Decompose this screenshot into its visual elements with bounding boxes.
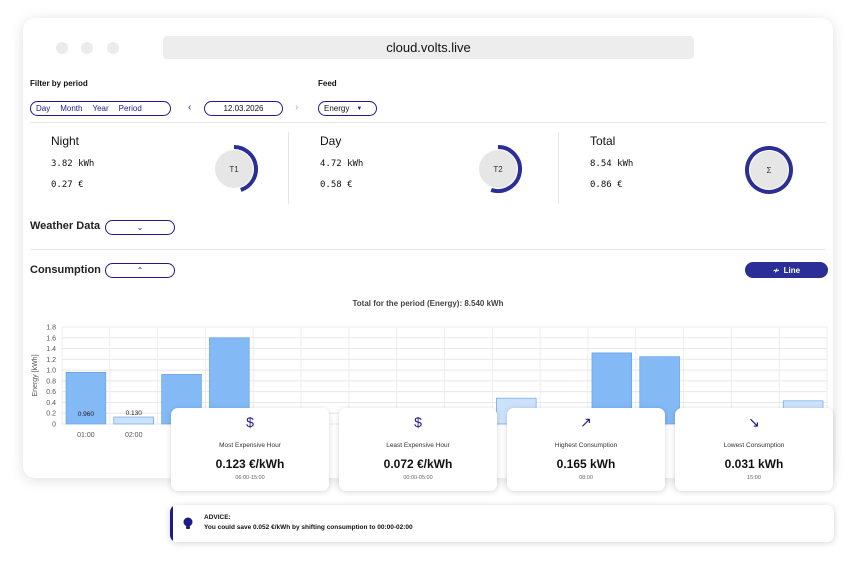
weather-toggle-button[interactable]: ⌄ (105, 220, 175, 235)
day-title: Day (320, 134, 342, 148)
night-badge: T1 (229, 165, 239, 174)
y-tick-label: 1.8 (46, 325, 56, 332)
advice-accent-bar (170, 505, 173, 542)
bar (113, 416, 154, 425)
dollar-icon: $ (246, 414, 254, 430)
card-lowest-consumption: ↘ Lowest Consumption 0.031 kWh 15:00 (675, 408, 833, 491)
card-value: 0.123 €/kWh (215, 457, 285, 471)
day-gauge-arc (490, 145, 522, 193)
total-kwh: 8.54 kWh (590, 159, 634, 169)
card-title: Highest Consumption (554, 442, 618, 449)
card-value: 0.031 kWh (724, 457, 784, 471)
trend-up-icon: ↗ (580, 414, 592, 430)
divider (30, 122, 826, 123)
chevron-down-icon: ⌄ (136, 223, 144, 232)
y-tick-label: 0.4 (46, 400, 56, 407)
bar (65, 371, 107, 425)
prev-date-icon[interactable]: ‹ (188, 102, 192, 113)
line-chart-icon: ≁ (772, 265, 780, 275)
day-gauge: T2 (479, 145, 522, 193)
dollar-icon: $ (414, 414, 422, 430)
y-tick-label: 0.6 (46, 389, 56, 396)
card-subtitle: 00:00-05:00 (403, 475, 433, 481)
window-dot-minimize[interactable] (81, 42, 93, 54)
night-cost: 0.27 € (51, 180, 84, 190)
day-badge: T2 (493, 165, 503, 174)
app-window: cloud.volts.live Filter by period Feed D… (23, 18, 833, 478)
date-value: 12.03.2026 (223, 104, 264, 113)
advice-panel: ADVICE: You could save 0.052 €/kWh by sh… (170, 505, 834, 542)
card-title: Least Expensive Hour (386, 442, 450, 449)
date-field[interactable]: 12.03.2026 (204, 101, 283, 116)
caret-down-icon: ▼ (356, 105, 363, 112)
card-title: Lowest Consumption (723, 442, 785, 449)
night-title: Night (51, 134, 80, 148)
divider (558, 132, 559, 204)
total-gauge-arc (745, 146, 793, 194)
card-subtitle: 06:00-15:00 (235, 475, 265, 481)
day-kwh: 4.72 kWh (320, 159, 364, 169)
next-date-icon[interactable]: › (295, 102, 299, 113)
feed-label: Feed (318, 79, 337, 88)
period-day-button[interactable]: Day (36, 104, 51, 113)
total-gauge: Σ (745, 146, 793, 194)
card-subtitle: 08:00 (579, 475, 593, 481)
x-tick-label: 02:00 (125, 432, 143, 439)
period-month-button[interactable]: Month (60, 104, 83, 113)
card-value: 0.072 €/kWh (383, 457, 453, 471)
url-bar[interactable]: cloud.volts.live (163, 36, 694, 59)
lightbulb-icon (183, 517, 193, 533)
y-tick-label: 1.0 (46, 368, 56, 375)
divider (30, 249, 826, 250)
y-tick-label: 1.4 (46, 346, 56, 353)
y-tick-label: 0.8 (46, 378, 56, 385)
card-subtitle: 15:00 (747, 475, 761, 481)
card-value: 0.165 kWh (556, 457, 616, 471)
window-dot-close[interactable] (56, 42, 68, 54)
window-dot-maximize[interactable] (107, 42, 119, 54)
chart-title: Total for the period (Energy): 8.540 kWh (352, 299, 504, 308)
weather-title: Weather Data (30, 220, 101, 232)
card-highest-consumption: ↗ Highest Consumption 0.165 kWh 08:00 (507, 408, 665, 491)
trend-down-icon: ↘ (748, 414, 760, 430)
night-kwh: 3.82 kWh (51, 159, 95, 169)
line-chart-label: Line (783, 265, 801, 275)
period-year-button[interactable]: Year (92, 104, 109, 113)
divider (288, 132, 289, 204)
y-tick-label: 0.2 (46, 411, 56, 418)
card-least-expensive: $ Least Expensive Hour 0.072 €/kWh 00:00… (339, 408, 497, 491)
night-gauge: T1 (215, 145, 258, 192)
filter-label: Filter by period (30, 79, 88, 88)
feed-select[interactable]: Energy ▼ (318, 101, 377, 116)
y-tick-label: 0 (52, 422, 56, 429)
period-period-button[interactable]: Period (118, 104, 142, 113)
y-tick-label: 1.2 (46, 357, 56, 364)
x-tick-label: 01:00 (77, 432, 95, 439)
y-tick-label: 1.6 (46, 335, 56, 342)
consumption-toggle-button[interactable]: ⌃ (105, 263, 175, 278)
card-title: Most Expensive Hour (219, 442, 281, 449)
total-cost: 0.86 € (590, 180, 623, 190)
total-title: Total (590, 134, 616, 148)
advice-heading: ADVICE: (204, 514, 231, 521)
total-badge: Σ (767, 166, 772, 175)
bar-value-label: 0.960 (78, 411, 95, 418)
period-selector: Day Month Year Period (30, 101, 171, 116)
consumption-title: Consumption (30, 264, 101, 276)
advice-message: You could save 0.052 €/kWh by shifting c… (204, 524, 413, 531)
bar-value-label: 0.130 (126, 410, 143, 417)
card-most-expensive: $ Most Expensive Hour 0.123 €/kWh 06:00-… (171, 408, 329, 491)
y-axis-label: Energy [kWh] (32, 354, 39, 396)
day-cost: 0.58 € (320, 180, 353, 190)
feed-value: Energy (324, 104, 350, 113)
night-gauge-arc (233, 145, 258, 192)
chevron-up-icon: ⌃ (136, 266, 144, 275)
line-chart-button[interactable]: ≁ Line (745, 262, 828, 278)
